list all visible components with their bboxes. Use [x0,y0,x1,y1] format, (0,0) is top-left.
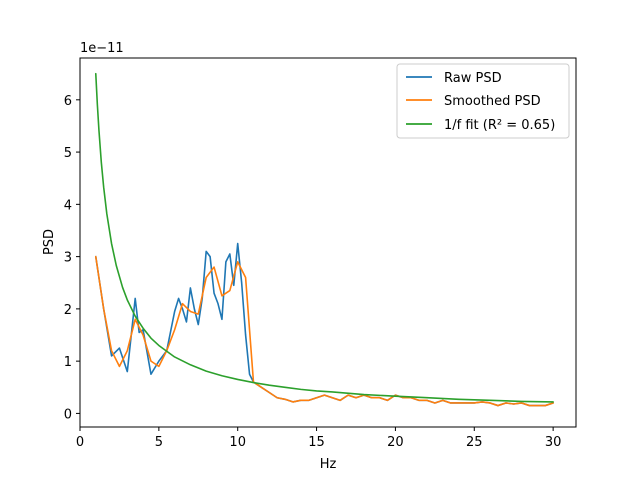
series-layer [94,72,554,407]
x-tick-label: 25 [466,435,483,450]
series-line-0 [94,242,554,407]
legend-label-raw: Raw PSD [444,71,502,86]
series-line-1 [94,255,554,407]
y-axis-label: PSD [42,229,57,255]
x-tick-label: 10 [229,435,246,450]
legend-entry-fit: 1/f fit (R² = 0.65) [406,118,555,133]
x-tick-label: 20 [387,435,404,450]
legend-label-fit: 1/f fit (R² = 0.65) [444,118,555,133]
y-tick-label: 5 [64,146,72,161]
y-tick-label: 3 [64,251,72,266]
x-axis-label: Hz [320,457,337,472]
x-tick-label: 0 [76,435,84,450]
legend-box [396,63,570,139]
legend-label-smoothed: Smoothed PSD [444,94,541,109]
x-tick-label: 15 [308,435,325,450]
y-tick-label: 1 [64,355,72,370]
legend-entry-raw: Raw PSD [406,71,502,86]
plot-frame [79,57,577,428]
y-tick-label: 6 [64,94,72,109]
y-multiplier-label: 1e−11 [80,41,124,56]
x-axis: 0 5 10 15 20 25 30 [76,427,562,450]
legend: Raw PSD Smoothed PSD 1/f fit (R² = 0.65) [396,63,570,139]
legend-entry-smoothed: Smoothed PSD [406,94,541,109]
y-tick-label: 4 [64,198,72,213]
series-line-2 [94,72,554,403]
y-tick-label: 2 [64,303,72,318]
y-axis: 0 1 2 3 4 5 6 [64,94,80,422]
y-tick-label: 0 [64,407,72,422]
x-tick-label: 30 [545,435,562,450]
x-tick-label: 5 [155,435,163,450]
